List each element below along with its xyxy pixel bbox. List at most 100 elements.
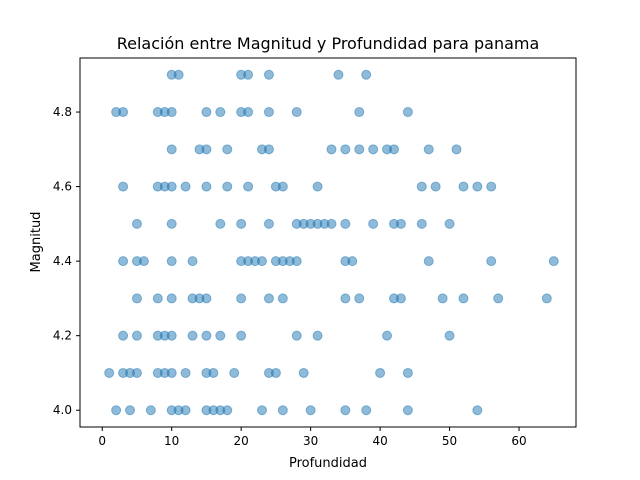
data-point [354,107,365,118]
x-tick-label: 10 [164,434,179,448]
data-point [437,293,448,304]
data-point [166,293,177,304]
data-point [166,330,177,341]
data-point [340,293,351,304]
data-point [131,218,142,229]
data-point [368,218,379,229]
data-point [118,181,129,192]
data-point [277,293,288,304]
x-axis-label: Profundidad [289,456,367,471]
data-point [423,256,434,267]
data-point [152,293,163,304]
data-point [201,107,212,118]
data-point [263,69,274,80]
data-point [166,367,177,378]
data-point [326,144,337,155]
data-point [215,107,226,118]
data-point [395,293,406,304]
x-axis: 0 10 20 30 40 50 60 [98,427,527,448]
data-point [354,144,365,155]
data-point [458,181,469,192]
data-point [166,144,177,155]
data-point [361,405,372,416]
data-point [222,405,233,416]
data-point [166,256,177,267]
data-point [486,256,497,267]
data-point [395,218,406,229]
data-point [444,218,455,229]
data-point [180,367,191,378]
data-point [187,256,198,267]
data-point [493,293,504,304]
data-point [388,144,399,155]
data-point [277,405,288,416]
data-point [305,405,316,416]
data-point [430,181,441,192]
data-point [215,218,226,229]
chart-title: Relación entre Magnitud y Profundidad pa… [117,34,540,53]
data-point [486,181,497,192]
plot-frame [79,57,577,428]
data-point [382,330,393,341]
data-point [361,69,372,80]
data-point [118,256,129,267]
data-point [333,69,344,80]
data-point [312,181,323,192]
data-point [236,293,247,304]
data-point [451,144,462,155]
data-point [222,181,233,192]
data-point [472,181,483,192]
data-point [340,405,351,416]
data-point [340,144,351,155]
data-point [326,218,337,229]
data-point [312,330,323,341]
y-tick-label: 4.6 [53,180,72,194]
data-point [263,218,274,229]
data-point [125,405,136,416]
data-point [138,256,149,267]
data-point [402,367,413,378]
x-tick-label: 50 [442,434,457,448]
data-point [201,293,212,304]
data-point [270,367,281,378]
data-point [257,256,268,267]
y-tick-label: 4.8 [53,105,72,119]
data-point [111,405,122,416]
data-point [118,107,129,118]
data-point [180,405,191,416]
data-point [458,293,469,304]
data-point [131,330,142,341]
y-axis: 4.0 4.2 4.4 4.6 4.8 [53,105,80,417]
x-tick-label: 40 [372,434,387,448]
data-point [118,330,129,341]
data-point [173,69,184,80]
data-point [298,367,309,378]
data-point [416,181,427,192]
data-point [263,107,274,118]
data-point [187,330,198,341]
x-tick-label: 20 [234,434,249,448]
data-point [263,293,274,304]
data-point [201,181,212,192]
x-tick-label: 30 [303,434,318,448]
data-point [243,181,254,192]
data-point [291,107,302,118]
data-point [277,181,288,192]
data-point [263,144,274,155]
data-point [201,144,212,155]
data-point [201,330,212,341]
data-point [166,181,177,192]
data-point [215,330,226,341]
data-point [208,367,219,378]
x-tick-label: 0 [98,434,106,448]
data-point [145,405,156,416]
data-point [354,293,365,304]
data-point [368,144,379,155]
data-point [243,69,254,80]
data-point [416,218,427,229]
data-point [541,293,552,304]
x-tick-label: 60 [511,434,526,448]
data-point [375,367,386,378]
data-point [291,330,302,341]
